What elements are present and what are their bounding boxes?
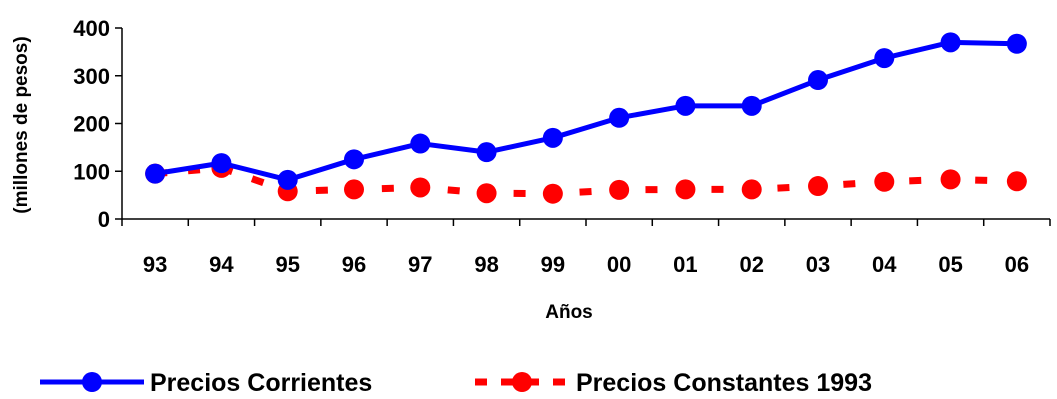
data-point-precios-constantes-1993 — [609, 179, 630, 200]
data-point-precios-constantes-1993 — [874, 171, 895, 192]
data-point-precios-corrientes — [344, 149, 364, 170]
data-point-precios-corrientes — [808, 70, 828, 91]
x-axis-title: Años — [545, 302, 593, 323]
data-point-precios-constantes-1993 — [675, 179, 696, 200]
x-axis-ticks: 93 94 95 96 97 98 99 00 01 02 03 04 05 06 — [121, 219, 1051, 277]
x-tick-label: 97 — [408, 252, 432, 277]
legend-item-precios-corrientes: Precios Corrientes — [40, 369, 372, 397]
data-point-precios-corrientes — [145, 163, 166, 184]
x-tick-label: 05 — [938, 252, 962, 277]
data-point-precios-constantes-1993 — [741, 179, 762, 200]
data-point-precios-corrientes — [874, 48, 895, 69]
data-point-precios-corrientes — [609, 107, 630, 128]
data-point-precios-corrientes — [410, 133, 431, 154]
data-point-precios-constantes-1993 — [476, 183, 497, 204]
data-point-precios-constantes-1993 — [1006, 171, 1027, 192]
axes — [121, 28, 1050, 220]
data-point-precios-constantes-1993 — [542, 183, 563, 204]
y-axis-ticks: 0 100 200 300 400 — [73, 16, 122, 232]
data-point-precios-corrientes — [542, 127, 563, 148]
y-tick-label: 100 — [73, 159, 110, 184]
legend-label-precios-constantes: Precios Constantes 1993 — [576, 369, 872, 397]
series-line-precios-constantes-1993 — [154, 164, 1017, 198]
y-tick-label: 0 — [98, 207, 110, 232]
y-axis-title: (millones de pesos) — [11, 36, 32, 213]
data-point-precios-constantes-1993 — [808, 176, 828, 197]
legend-label-precios-corrientes: Precios Corrientes — [150, 369, 372, 397]
y-tick-label: 300 — [73, 64, 110, 89]
x-tick-label: 98 — [474, 252, 498, 277]
data-point-precios-corrientes — [675, 95, 696, 116]
data-point-precios-constantes-1993 — [344, 179, 364, 200]
legend-marker-precios-constantes — [512, 372, 532, 392]
x-tick-label: 04 — [872, 252, 897, 277]
x-tick-label: 99 — [541, 252, 565, 277]
series-line-precios-corrientes — [154, 39, 1017, 183]
data-point-precios-constantes-1993 — [940, 169, 961, 190]
series-precios-constantes-1993 — [145, 157, 1027, 204]
series-precios-corrientes — [145, 32, 1027, 190]
data-point-precios-corrientes — [940, 32, 961, 53]
x-tick-label: 96 — [342, 252, 366, 277]
x-tick-label: 06 — [1005, 252, 1029, 277]
x-tick-label: 03 — [806, 252, 830, 277]
x-tick-label: 95 — [275, 252, 299, 277]
data-point-precios-corrientes — [211, 153, 232, 174]
y-tick-label: 200 — [73, 112, 110, 137]
x-tick-label: 02 — [739, 252, 763, 277]
x-tick-label: 00 — [607, 252, 631, 277]
data-point-precios-corrientes — [1006, 33, 1027, 54]
data-point-precios-corrientes — [741, 95, 762, 116]
y-tick-label: 400 — [73, 16, 110, 41]
legend: Precios Corrientes Precios Constantes 19… — [40, 369, 872, 397]
series-layer — [145, 32, 1027, 204]
data-point-precios-corrientes — [476, 142, 497, 163]
x-tick-label: 93 — [143, 252, 167, 277]
x-tick-label: 94 — [209, 252, 234, 277]
legend-marker-precios-corrientes — [82, 372, 102, 392]
legend-item-precios-constantes: Precios Constantes 1993 — [475, 369, 872, 397]
x-tick-label: 01 — [673, 252, 697, 277]
data-point-precios-corrientes — [277, 169, 298, 190]
data-point-precios-constantes-1993 — [410, 177, 431, 198]
